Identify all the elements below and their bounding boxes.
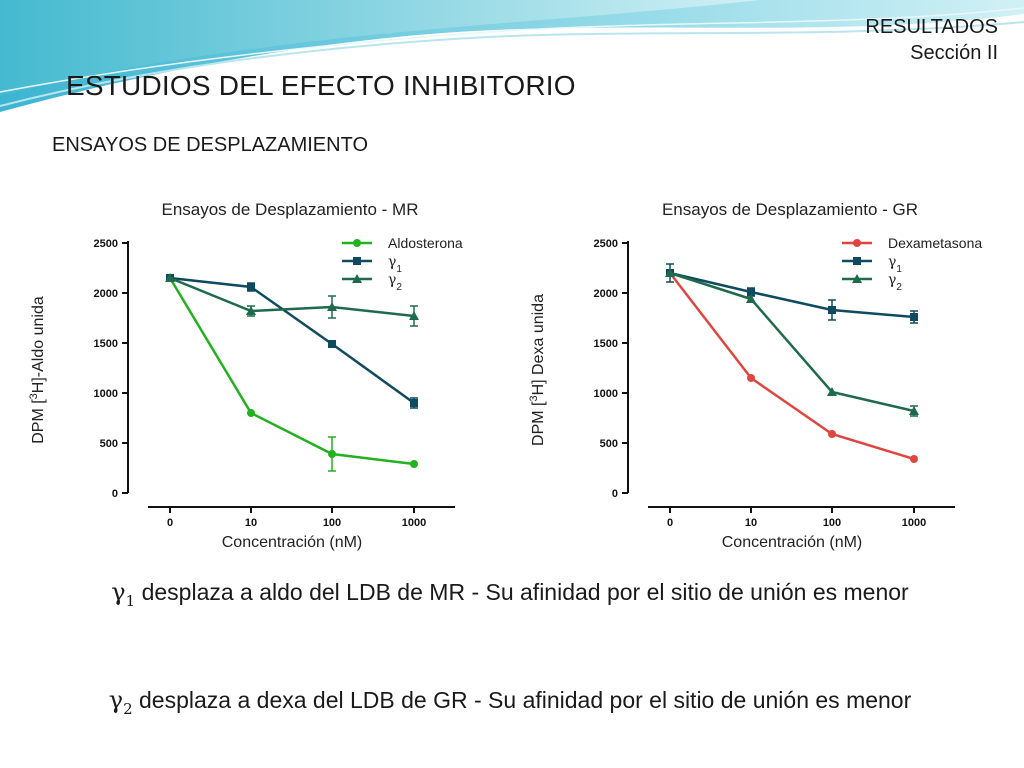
y-tick-label: 2500 [94,238,118,250]
y-tick-label: 1500 [94,338,118,350]
x-tick-label: 100 [323,517,341,529]
legend-marker [353,239,361,247]
data-point [828,306,836,314]
y-tick-label: 2000 [94,288,118,300]
chart-gr: Ensayos de Desplazamiento - GR0500100015… [528,200,982,551]
gamma1-symbol: γ1 [111,578,136,610]
series-line [669,271,915,319]
data-point [410,460,418,468]
data-point [747,374,755,382]
data-point [746,294,756,303]
series-2 [666,263,918,324]
series-3 [665,268,919,417]
page-subtitle: ENSAYOS DE DESPLAZAMIENTO [52,134,369,156]
series-line [169,276,415,405]
series-2 [166,274,418,409]
conclusion-text: desplaza a dexa del LDB de GR - Su afini… [139,687,912,713]
legend-label: γ2 [888,272,902,293]
conclusion-gamma2: γ2 desplaza a dexa del LDB de GR - Su af… [60,683,960,726]
y-tick-label: 1000 [94,388,118,400]
section-label-title: RESULTADOS [865,16,998,38]
data-point [165,273,175,282]
series-1 [166,274,418,472]
x-tick-label: 1000 [402,517,426,529]
y-tick-label: 0 [112,488,118,500]
series-3 [165,273,419,327]
x-axis-label: Concentración (nM) [722,534,863,551]
legend-marker [352,274,362,283]
legend-label: γ2 [388,272,402,293]
data-point [747,288,755,296]
series-line [669,272,915,461]
y-tick-label: 500 [100,438,118,450]
data-point [247,409,255,417]
series-line [169,276,415,318]
gamma2-symbol: γ2 [108,686,133,718]
data-point [410,399,418,407]
series-line [669,271,915,413]
conclusion-text: desplaza a aldo del LDB de MR - Su afini… [141,579,909,605]
y-tick-label: 2000 [594,288,618,300]
x-tick-label: 10 [745,517,757,529]
data-point [328,450,336,458]
data-point [409,311,419,320]
y-tick-label: 0 [612,488,618,500]
data-point [665,268,675,277]
page-title: ESTUDIOS DEL EFECTO INHIBITORIO [66,70,576,101]
y-tick-label: 500 [600,438,618,450]
x-tick-label: 0 [167,517,173,529]
chart-mr: Ensayos de Desplazamiento - MR0500100015… [28,200,463,551]
series-1 [666,269,918,463]
data-point [910,313,918,321]
conclusion-gamma1: γ1 desplaza a aldo del LDB de MR - Su af… [60,575,960,618]
y-axis-label: DPM [3H]-Aldo unida [28,296,47,444]
data-point [910,455,918,463]
x-tick-label: 100 [823,517,841,529]
legend-label: γ1 [388,254,402,275]
x-tick-label: 10 [245,517,257,529]
legend-label: γ1 [888,254,902,275]
y-tick-label: 1500 [594,338,618,350]
legend-marker [853,239,861,247]
series-line [168,277,415,466]
x-tick-label: 1000 [902,517,926,529]
y-tick-label: 1000 [594,388,618,400]
y-tick-label: 2500 [594,238,618,250]
chart-title: Ensayos de Desplazamiento - MR [161,200,418,219]
data-point [247,283,255,291]
legend-marker [853,257,861,265]
section-label-sub: Sección II [910,42,998,64]
section-label: RESULTADOS Sección II [865,14,998,66]
y-axis-label: DPM [3H] Dexa unida [528,294,547,446]
data-point [327,302,337,311]
legend-marker [353,257,361,265]
legend-label: Dexametasona [888,235,982,251]
x-axis-label: Concentración (nM) [222,534,363,551]
header-wave-decoration [0,0,1024,112]
data-point [827,387,837,396]
data-point [828,430,836,438]
chart-title: Ensayos de Desplazamiento - GR [662,200,918,219]
data-point [246,306,256,315]
data-point [909,406,919,415]
legend-label: Aldosterona [388,235,463,251]
data-point [328,340,336,348]
legend-marker [852,274,862,283]
x-tick-label: 0 [667,517,673,529]
